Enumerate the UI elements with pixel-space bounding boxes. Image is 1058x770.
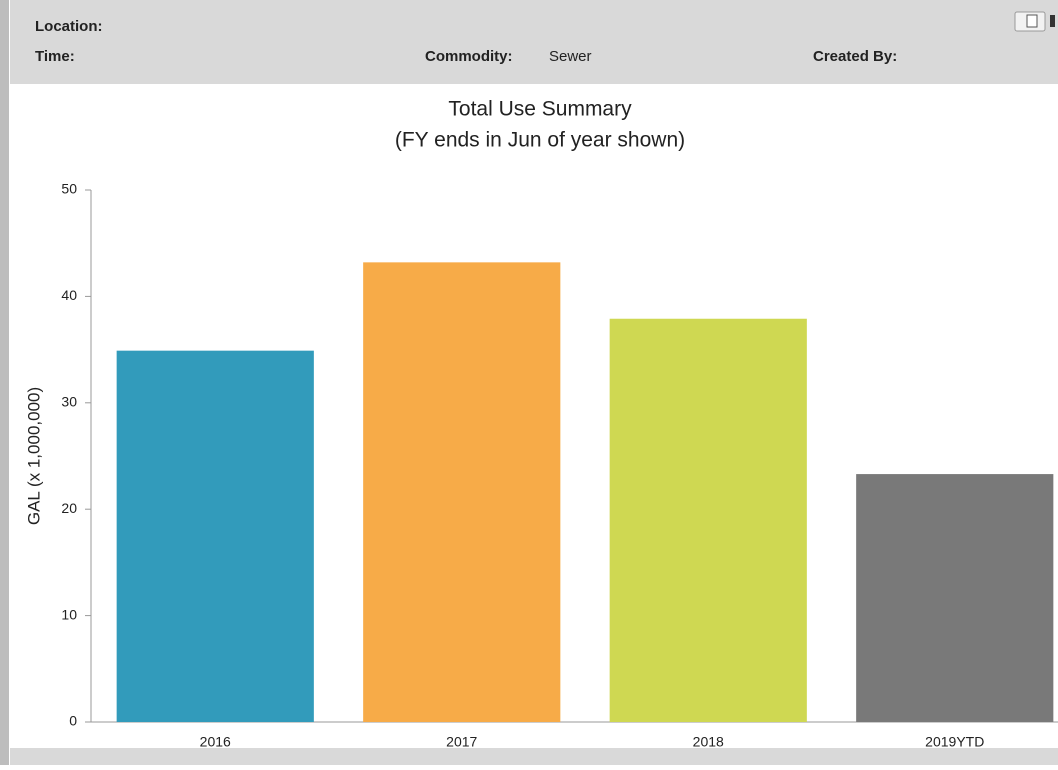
bar [363,262,561,722]
commodity-value: Sewer [549,48,592,65]
header-panel [10,0,1058,84]
chart-title: Total Use Summary [448,98,632,121]
commodity-label: Commodity: [425,48,513,65]
export-icon-edge [1050,15,1055,27]
footer-strip [10,748,1058,765]
time-label: Time: [35,48,75,65]
bar [116,350,314,722]
x-tick-label: 2019YTD [925,734,984,750]
export-icon[interactable] [1026,14,1038,28]
y-tick-label: 10 [61,606,77,622]
y-tick-label: 0 [69,713,77,729]
export-button[interactable] [1014,11,1055,32]
y-axis-label: GAL (x 1,000,000) [24,387,43,525]
x-tick-label: 2016 [200,734,231,750]
location-label: Location: [35,18,103,35]
bar [856,474,1054,722]
chart-subtitle: (FY ends in Jun of year shown) [395,129,685,152]
x-tick-label: 2017 [446,734,477,750]
left-strip [0,0,9,765]
created-by-label: Created By: [813,48,897,65]
y-tick-label: 50 [61,181,77,197]
bar [609,318,807,722]
x-tick-label: 2018 [693,734,724,750]
y-tick-label: 20 [61,500,77,516]
y-tick-label: 40 [61,287,77,303]
y-tick-label: 30 [61,394,77,410]
